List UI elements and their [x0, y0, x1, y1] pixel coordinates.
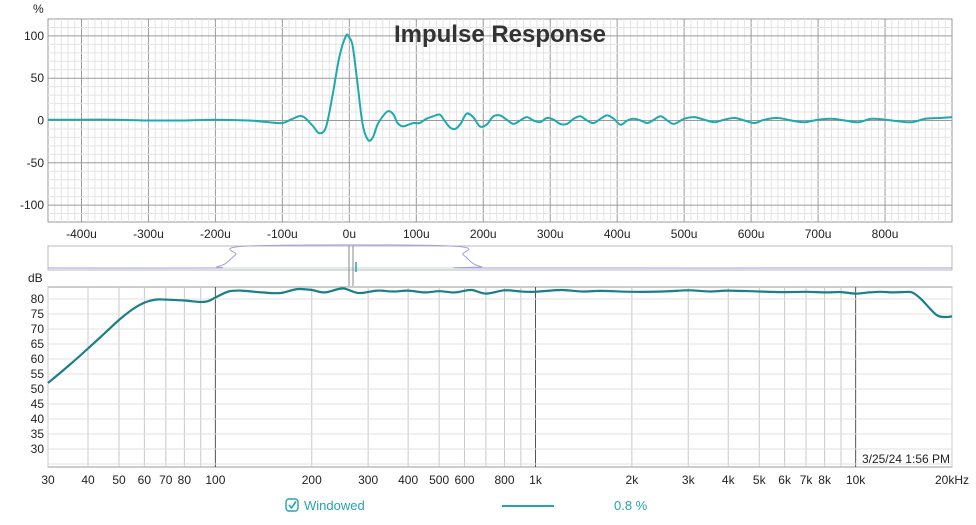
- fr-x-tick-label: 100: [205, 473, 225, 487]
- fr-y-tick-label: 60: [31, 352, 45, 366]
- fr-y-tick-label: 50: [31, 382, 45, 396]
- fr-x-tick-label: 50: [112, 473, 126, 487]
- window-strip-area: [47, 245, 953, 271]
- fr-plot-area: [47, 286, 953, 468]
- fr-x-tick-label: 2k: [626, 473, 640, 487]
- fr-y-tick-label: 70: [31, 322, 45, 336]
- fr-x-tick-label: 400: [398, 473, 418, 487]
- fr-x-tick-label: 1k: [529, 473, 543, 487]
- ir-x-ticks: -400u -300u -200u -100u 0u 100u 200u 300u 400u 50…: [66, 227, 898, 241]
- ir-y-ticks: 100 50 0 -50 -100: [20, 29, 44, 212]
- ir-y-unit: %: [33, 2, 44, 16]
- ir-y-tick-label: 100: [24, 29, 44, 43]
- checkbox-box[interactable]: [285, 498, 299, 512]
- ir-x-tick-label: 200u: [470, 227, 497, 241]
- fr-y-tick-label: 35: [31, 427, 45, 441]
- ir-x-tick-label: 700u: [805, 227, 832, 241]
- fr-y-unit: dB: [28, 271, 43, 285]
- window-shape-line: [47, 244, 953, 269]
- fr-x-tick-label: 4k: [722, 473, 736, 487]
- ir-x-tick-label: -200u: [200, 227, 231, 241]
- ir-x-tick-label: 300u: [537, 227, 564, 241]
- fr-y-tick-label: 40: [31, 412, 45, 426]
- fr-x-tick-label: 10k: [846, 473, 866, 487]
- ir-x-tick-label: 400u: [604, 227, 631, 241]
- fr-x-ticks: 30 40 50 60 70 80 100 200 300 400 500 600 800 1k 2k 3k 4…: [41, 473, 969, 487]
- fr-x-tick-label: 200: [302, 473, 322, 487]
- ir-y-tick-label: 50: [31, 71, 45, 85]
- impulse-response-line: [48, 33, 953, 142]
- windowed-label[interactable]: Windowed: [304, 498, 365, 513]
- ir-y-tick-label: -100: [20, 198, 44, 212]
- ir-x-tick-label: 800u: [872, 227, 899, 241]
- fr-y-tick-label: 55: [31, 367, 45, 381]
- fr-y-tick-label: 45: [31, 397, 45, 411]
- impulse-chart: % 100 50 0 -50 -100 -400u -300u -200u -100u 0u 10…: [20, 2, 953, 241]
- fr-x-tick-label: 6k: [778, 473, 792, 487]
- fr-gridlines: [47, 287, 953, 467]
- chart-title: Impulse Response: [394, 21, 606, 48]
- fr-x-tick-label: 600: [454, 473, 474, 487]
- legend: Windowed 0.8 %: [285, 498, 648, 513]
- fr-x-tick-label: 40: [81, 473, 95, 487]
- fr-y-tick-label: 80: [31, 292, 45, 306]
- fr-x-tick-label: 300: [358, 473, 378, 487]
- fr-y-tick-label: 75: [31, 307, 45, 321]
- fr-x-tick-label: 5k: [753, 473, 767, 487]
- fr-y-tick-label: 30: [31, 442, 45, 456]
- fr-x-tick-label: 800: [494, 473, 514, 487]
- ir-x-tick-label: 0u: [343, 227, 356, 241]
- frequency-response-line: [47, 287, 953, 384]
- ir-x-tick-label: 500u: [671, 227, 698, 241]
- fr-x-tick-label: 60: [138, 473, 152, 487]
- window-strip: [47, 244, 953, 286]
- fr-x-tick-label: 70: [159, 473, 173, 487]
- check-icon: [288, 501, 297, 510]
- ir-y-tick-label: 0: [37, 114, 44, 128]
- fr-x-tick-label: 500: [429, 473, 449, 487]
- fr-x-tick-label: 8k: [818, 473, 832, 487]
- fr-x-tick-label: 80: [178, 473, 192, 487]
- ir-x-tick-label: 600u: [738, 227, 765, 241]
- windowed-checkbox[interactable]: [285, 498, 299, 512]
- fr-x-tick-label: 20kHz: [935, 473, 969, 487]
- fr-x-tick-label: 30: [41, 473, 55, 487]
- ir-x-tick-label: 100u: [403, 227, 430, 241]
- fr-y-tick-label: 65: [31, 337, 45, 351]
- ir-x-tick-label: -400u: [66, 227, 97, 241]
- ir-x-tick-label: -100u: [267, 227, 298, 241]
- ir-x-tick-label: -300u: [133, 227, 164, 241]
- ir-y-tick-label: -50: [27, 156, 45, 170]
- timestamp: 3/25/24 1:56 PM: [862, 452, 950, 466]
- fr-x-tick-label: 3k: [682, 473, 696, 487]
- fr-x-tick-label: 7k: [800, 473, 814, 487]
- legend-value: 0.8 %: [614, 498, 648, 513]
